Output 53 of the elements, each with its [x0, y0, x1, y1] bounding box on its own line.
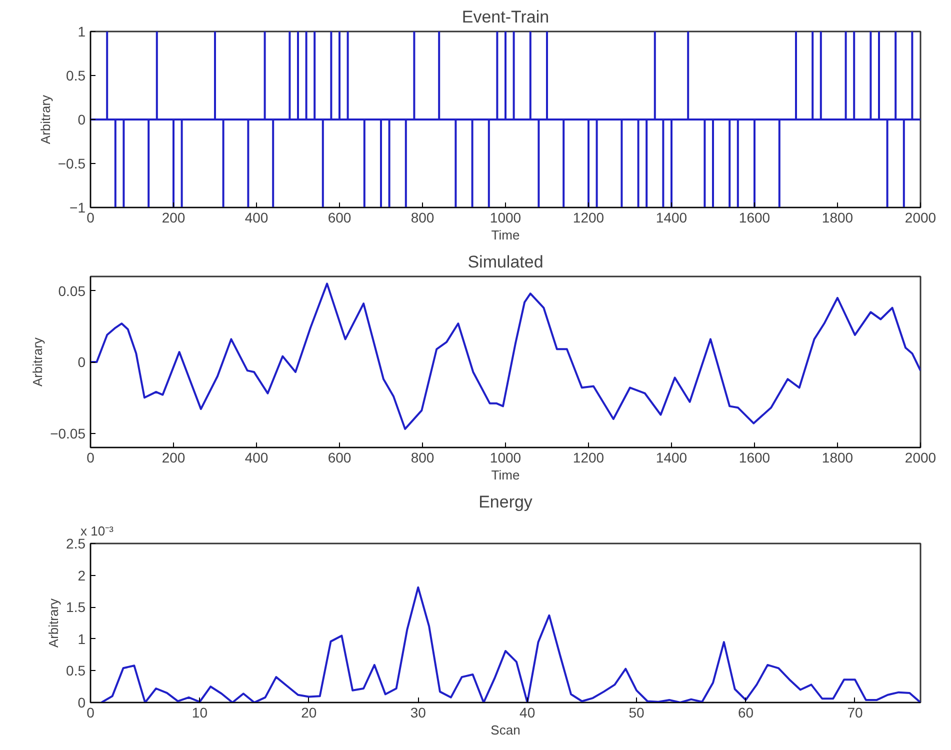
x-tick-label: 1400 — [656, 450, 688, 466]
x-tick-label: 1400 — [656, 210, 688, 226]
x-tick-label: 1600 — [738, 210, 770, 226]
x-tick-label: 200 — [162, 450, 186, 466]
y-tick-label: 1 — [78, 24, 86, 40]
y-tick-label: 0 — [78, 694, 86, 710]
x-tick-label: 30 — [410, 704, 426, 720]
x-tick-label: 50 — [628, 704, 645, 720]
x-tick-label: 2000 — [904, 450, 936, 466]
x-tick-label: 200 — [162, 210, 186, 226]
x-axis-title: Scan — [490, 722, 520, 738]
line-series — [100, 586, 920, 702]
x-axis-title: Time — [491, 468, 520, 482]
x-tick-label: 600 — [328, 210, 352, 226]
x-tick-label: 1800 — [822, 210, 854, 226]
x-tick-label: 800 — [410, 450, 434, 466]
x-tick-label: 800 — [410, 210, 434, 226]
x-tick-label: 10 — [192, 704, 208, 720]
chart-title: Simulated — [468, 252, 544, 272]
y-axis-title: Arbitrary — [30, 336, 46, 387]
y-axis-title: Arbitrary — [46, 598, 62, 648]
x-tick-label: 20 — [301, 704, 317, 720]
x-tick-label: 70 — [847, 704, 863, 720]
x-tick-label: 2000 — [904, 210, 936, 226]
x-tick-label: 400 — [244, 210, 268, 226]
y-axis-title: Arbitrary — [38, 94, 53, 144]
x-tick-label: 60 — [738, 704, 754, 720]
y-tick-label: 2 — [78, 567, 86, 584]
x-tick-label: 1200 — [572, 450, 604, 466]
y-tick-label: 0.5 — [66, 662, 86, 679]
y-tick-label: 0.05 — [58, 282, 86, 299]
text: x 10⁻³ — [80, 524, 114, 538]
y-tick-label: −0.5 — [58, 156, 86, 172]
y-tick-label: 0 — [78, 112, 86, 128]
x-tick-label: 1000 — [490, 210, 522, 226]
y-tick-label: 0 — [78, 354, 86, 370]
y-tick-label: −1 — [70, 200, 86, 216]
x-tick-label: 400 — [244, 450, 268, 466]
x-tick-label: 40 — [520, 704, 536, 720]
chart-title: Energy — [478, 492, 533, 512]
y-tick-label: 1.5 — [66, 599, 86, 616]
y-tick-label: 1 — [78, 630, 86, 647]
chart-title: Event-Train — [462, 8, 550, 26]
x-tick-label: 1000 — [490, 450, 522, 466]
y-tick-label: 0.5 — [66, 68, 86, 84]
line-series — [90, 282, 920, 430]
x-axis-title: Time — [491, 228, 520, 242]
x-tick-label: 1800 — [822, 450, 854, 466]
x-tick-label: 600 — [328, 450, 352, 466]
x-tick-label: 1600 — [738, 450, 770, 466]
y-tick-label: 2.5 — [66, 536, 86, 552]
x-tick-label: 1200 — [572, 210, 604, 226]
y-tick-label: −0.05 — [50, 425, 86, 442]
